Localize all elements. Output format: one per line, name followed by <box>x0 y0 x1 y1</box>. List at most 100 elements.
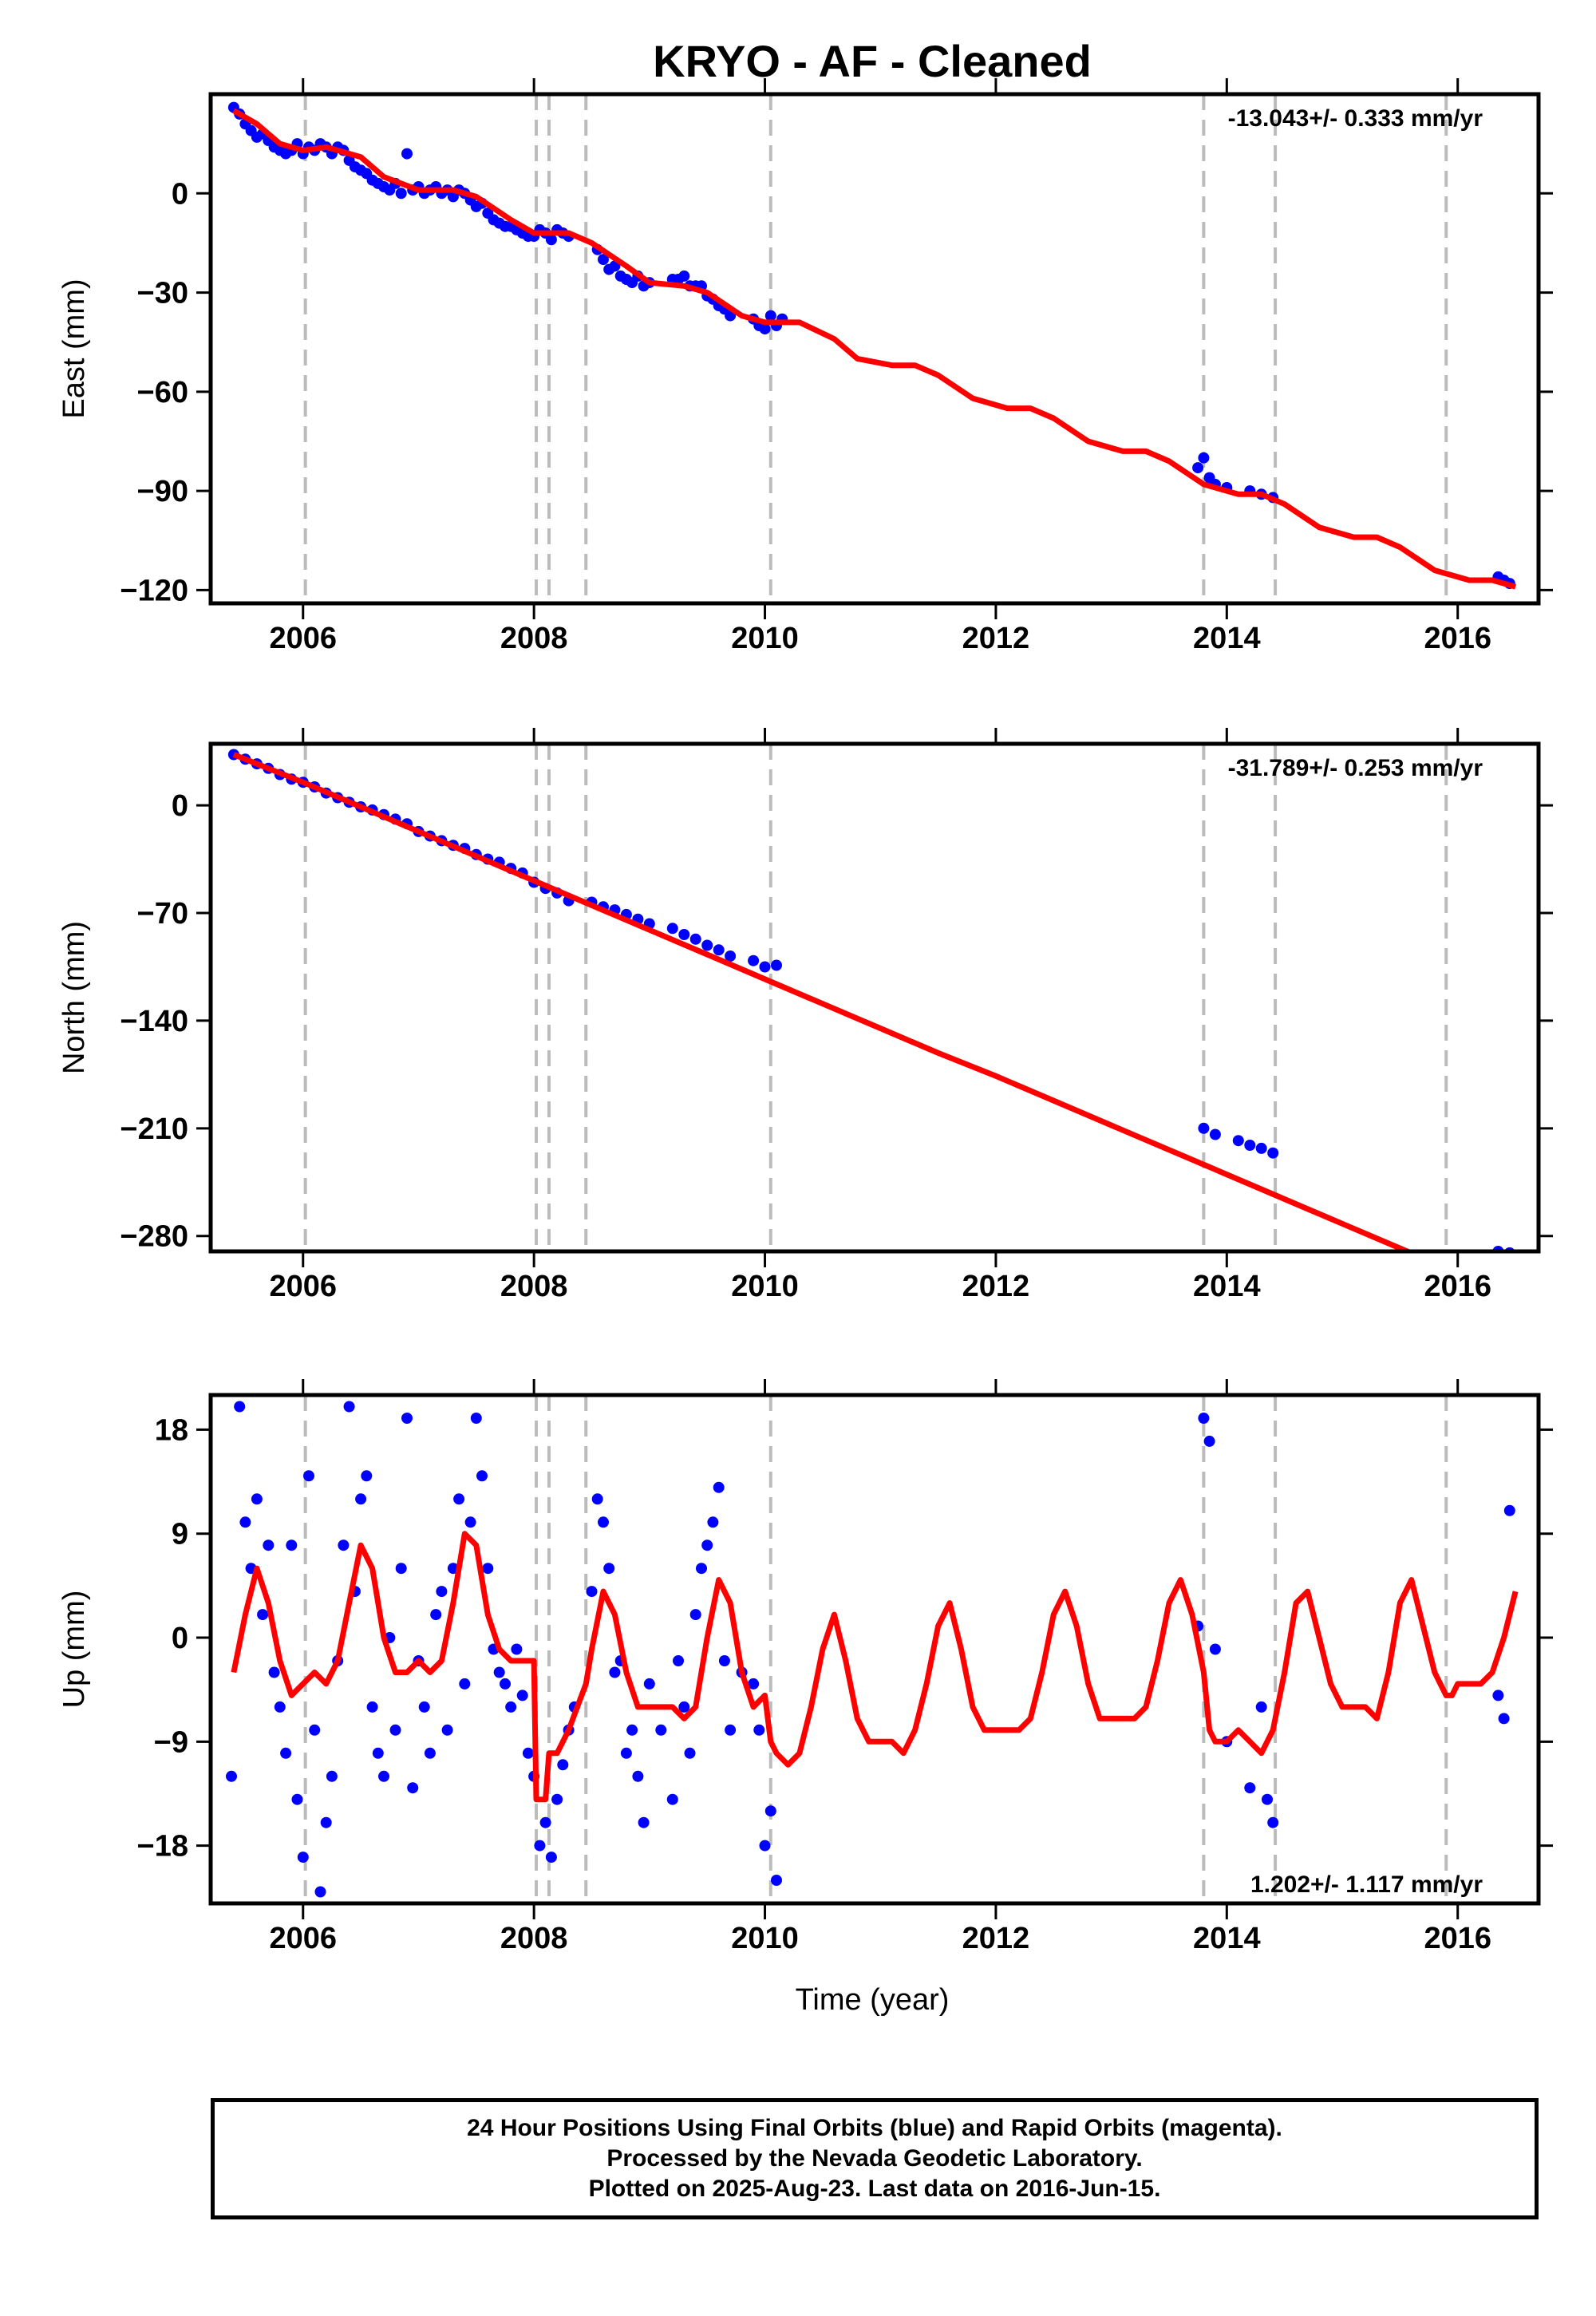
plot-frame-north <box>208 741 1541 1254</box>
x-tick-label-east-1: 2008 <box>500 622 568 655</box>
model-line-up <box>231 1531 1519 1803</box>
y-tick-label-up-1: 9 <box>172 1518 188 1551</box>
y-axis-title-north: North (mm) <box>57 921 91 1074</box>
observation-point-up-40 <box>459 1678 471 1690</box>
observation-point-east-82 <box>759 323 771 335</box>
observation-point-up-74 <box>678 1701 690 1713</box>
observation-point-up-91 <box>1203 1435 1215 1447</box>
observation-point-up-73 <box>673 1655 684 1666</box>
observation-point-up-56 <box>551 1793 563 1805</box>
y-tick-label-east-4: −120 <box>120 574 188 607</box>
panel-up: 18 9 0 −9 −18 2006 2008 2010 2012 2014 2016 Up (mm)… <box>57 1379 1553 1955</box>
figure-title: KRYO - AF - Cleaned <box>653 36 1092 86</box>
observation-point-up-63 <box>603 1563 615 1575</box>
observation-point-up-57 <box>557 1759 569 1771</box>
model-line-east <box>232 108 1517 590</box>
y-tick-label-north-1: −70 <box>137 897 188 931</box>
observation-point-up-48 <box>505 1701 517 1713</box>
observation-point-north-36 <box>666 923 678 935</box>
y-tick-label-up-4: −18 <box>137 1830 188 1863</box>
y-tick-label-east-3: −90 <box>137 475 188 508</box>
model-line-north <box>232 752 1415 1251</box>
observation-point-north-45 <box>1198 1122 1210 1134</box>
observation-point-up-54 <box>539 1816 551 1828</box>
observation-point-up-60 <box>586 1586 598 1598</box>
observation-point-up-66 <box>620 1747 632 1759</box>
observation-point-north-49 <box>1255 1142 1267 1154</box>
x-tick-label-up-3: 2012 <box>962 1922 1030 1955</box>
x-tick-label-east-4: 2014 <box>1193 622 1261 655</box>
y-tick-label-up-0: 18 <box>155 1413 188 1447</box>
observation-point-up-20 <box>343 1401 355 1413</box>
observation-point-up-5 <box>257 1609 269 1621</box>
observation-point-up-1 <box>234 1401 246 1413</box>
observation-point-up-81 <box>718 1655 730 1666</box>
observation-point-up-79 <box>707 1516 719 1528</box>
observation-point-up-97 <box>1267 1816 1279 1828</box>
observation-point-up-44 <box>482 1563 494 1575</box>
observation-point-up-90 <box>1198 1413 1210 1424</box>
observation-point-up-31 <box>407 1782 419 1794</box>
observation-point-up-86 <box>759 1840 771 1852</box>
x-tick-label-up-4: 2014 <box>1193 1922 1261 1955</box>
y-axis-title-east: East (mm) <box>57 279 91 418</box>
y-tick-label-east-1: −30 <box>137 277 188 310</box>
y-tick-label-east-2: −60 <box>137 376 188 409</box>
observation-point-up-7 <box>268 1666 280 1678</box>
observation-point-north-37 <box>678 929 690 940</box>
x-tick-label-north-4: 2014 <box>1193 1270 1261 1303</box>
observation-point-north-46 <box>1209 1128 1221 1140</box>
x-tick-label-up-1: 2008 <box>500 1922 568 1955</box>
x-tick-label-east-5: 2016 <box>1424 622 1491 655</box>
observation-point-up-64 <box>609 1666 621 1678</box>
observation-point-up-42 <box>470 1413 482 1424</box>
observation-point-up-25 <box>372 1747 384 1759</box>
panel-east: 0 −30 −60 −90 −120 2006 2008 2010 2012 2014 2016 Ea… <box>57 78 1553 655</box>
x-tick-label-north-0: 2006 <box>269 1270 337 1303</box>
observation-point-up-26 <box>378 1770 389 1782</box>
x-tick-label-up-5: 2016 <box>1424 1922 1491 1955</box>
x-axis-title: Time (year) <box>796 1983 950 2017</box>
observation-point-up-85 <box>753 1724 765 1736</box>
plot-frame-up <box>208 1393 1541 1906</box>
observation-point-up-17 <box>326 1770 338 1782</box>
observation-point-up-78 <box>701 1539 713 1551</box>
panels: 0 −30 −60 −90 −120 2006 2008 2010 2012 2014 2016 Ea… <box>57 78 1553 1955</box>
observation-point-north-48 <box>1244 1140 1256 1151</box>
rate-label-east: -13.043+/- 0.333 mm/yr <box>1228 105 1483 132</box>
observation-point-north-39 <box>701 939 713 951</box>
observation-point-up-49 <box>511 1643 523 1655</box>
observation-point-up-98 <box>1492 1690 1504 1701</box>
observation-point-up-77 <box>696 1563 707 1575</box>
x-tick-label-east-0: 2006 <box>269 622 337 655</box>
x-tick-label-up-0: 2006 <box>269 1922 337 1955</box>
observation-point-up-50 <box>516 1690 528 1701</box>
y-tick-label-north-0: 0 <box>172 789 188 823</box>
observation-point-up-36 <box>436 1586 448 1598</box>
footer-line-2: Processed by the Nevada Geodetic Laborat… <box>606 2145 1143 2172</box>
observation-point-north-42 <box>748 954 760 966</box>
observation-point-up-72 <box>666 1793 678 1805</box>
observation-point-east-71 <box>678 270 690 282</box>
observation-point-up-62 <box>598 1516 609 1528</box>
observation-point-up-68 <box>632 1770 644 1782</box>
observation-point-north-44 <box>771 959 782 971</box>
plot-area-up <box>226 1395 1519 1903</box>
observation-point-up-34 <box>424 1747 436 1759</box>
x-tick-label-north-2: 2010 <box>731 1270 799 1303</box>
plot-area-north <box>227 744 1515 1251</box>
observation-point-up-94 <box>1244 1782 1256 1794</box>
observation-point-up-33 <box>418 1701 430 1713</box>
observation-point-up-41 <box>464 1516 476 1528</box>
observation-point-north-40 <box>713 944 725 956</box>
x-tick-label-east-3: 2012 <box>962 622 1030 655</box>
observation-point-up-75 <box>684 1747 696 1759</box>
observation-point-up-46 <box>493 1666 505 1678</box>
x-tick-label-north-5: 2016 <box>1424 1270 1491 1303</box>
observation-point-up-47 <box>500 1678 511 1690</box>
observation-point-up-84 <box>748 1678 760 1690</box>
x-tick-label-up-2: 2010 <box>731 1922 799 1955</box>
observation-point-up-82 <box>725 1724 737 1736</box>
footer-line-1: 24 Hour Positions Using Final Orbits (bl… <box>467 2115 1282 2141</box>
observation-point-up-96 <box>1262 1793 1273 1805</box>
